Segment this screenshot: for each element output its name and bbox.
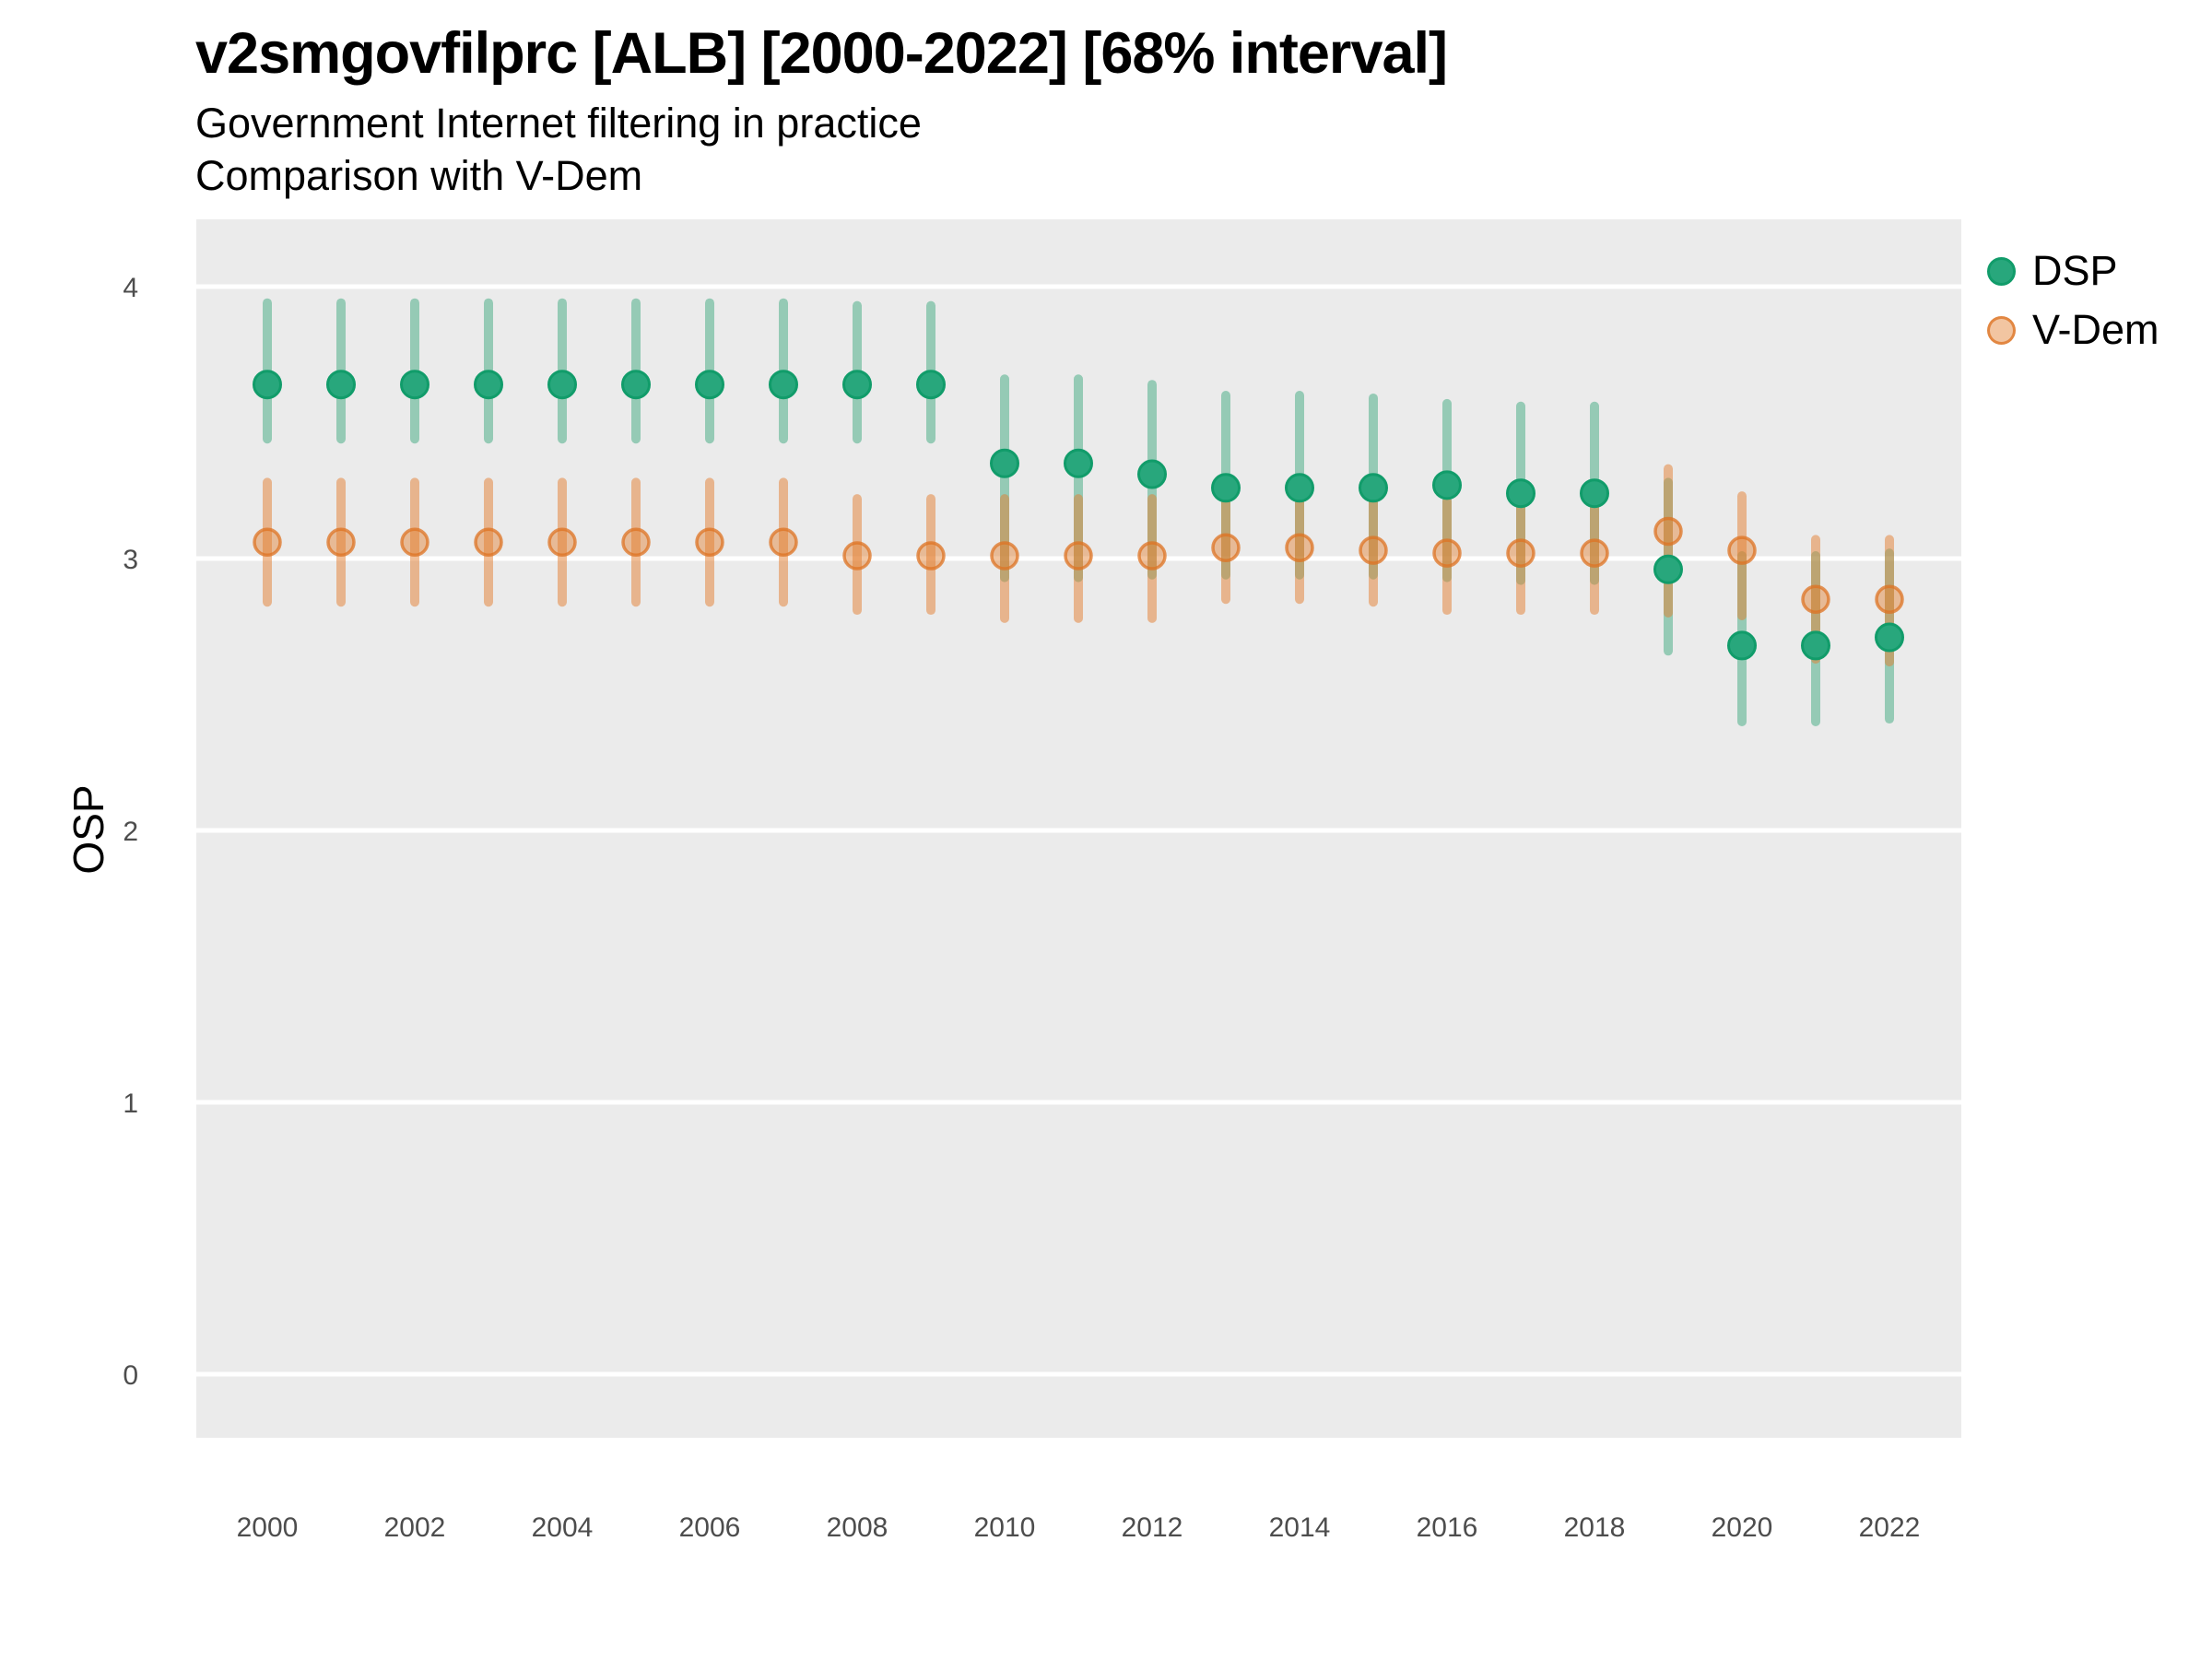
dsp-point-2003	[474, 370, 503, 400]
vdem-point-2001	[326, 527, 356, 558]
vdem-point-2021	[1801, 584, 1830, 614]
y-tick-label-0: 0	[123, 1360, 138, 1391]
x-tick-label-2016: 2016	[1417, 1512, 1478, 1543]
vdem-point-2017	[1506, 538, 1535, 568]
dsp-point-2011	[1064, 448, 1093, 478]
x-tick-label-2012: 2012	[1122, 1512, 1183, 1543]
vdem-point-2000	[253, 527, 282, 558]
vdem-point-2014	[1285, 533, 1314, 562]
x-tick-label-2000: 2000	[237, 1512, 299, 1543]
dsp-point-2014	[1285, 473, 1314, 503]
dsp-point-2013	[1211, 473, 1241, 503]
dsp-point-2016	[1432, 470, 1462, 500]
x-tick-label-2022: 2022	[1859, 1512, 1921, 1543]
vdem-point-2005	[621, 527, 651, 558]
x-tick-label-2002: 2002	[384, 1512, 446, 1543]
legend-item-vdem: V-Dem	[1987, 304, 2159, 356]
vdem-point-2007	[769, 527, 798, 558]
dsp-point-2021	[1801, 630, 1830, 661]
x-tick-label-2018: 2018	[1564, 1512, 1626, 1543]
legend-label-dsp: DSP	[2032, 247, 2118, 294]
legend: DSP V-Dem	[1987, 245, 2159, 356]
x-tick-label-2010: 2010	[974, 1512, 1036, 1543]
y-tick-label-4: 4	[123, 273, 138, 303]
vdem-point-2003	[474, 527, 503, 558]
vdem-point-2018	[1580, 538, 1609, 568]
x-tick-label-2020: 2020	[1712, 1512, 1773, 1543]
dsp-point-2001	[326, 370, 356, 400]
vdem-point-icon	[1987, 315, 2016, 345]
dsp-point-2019	[1653, 554, 1683, 584]
legend-item-dsp: DSP	[1987, 245, 2159, 297]
vdem-point-2020	[1727, 535, 1757, 565]
dsp-point-2017	[1506, 478, 1535, 509]
dsp-point-2020	[1727, 630, 1757, 661]
legend-label-vdem: V-Dem	[2032, 306, 2159, 353]
vdem-point-2011	[1064, 541, 1093, 571]
vdem-point-2004	[547, 527, 577, 558]
x-tick-label-2008: 2008	[827, 1512, 888, 1543]
vdem-point-2002	[400, 527, 429, 558]
y-tick-label-1: 1	[123, 1088, 138, 1119]
y-tick-label-3: 3	[123, 545, 138, 575]
vdem-point-2016	[1432, 538, 1462, 568]
vdem-point-2008	[842, 541, 872, 571]
chart-title: v2smgovfilprc [ALB] [2000-2022] [68% int…	[195, 21, 1448, 86]
x-tick-label-2006: 2006	[679, 1512, 741, 1543]
dsp-point-2015	[1359, 473, 1388, 503]
dsp-point-2002	[400, 370, 429, 400]
vdem-point-2006	[695, 527, 724, 558]
vdem-point-2012	[1137, 541, 1167, 571]
dsp-point-2018	[1580, 478, 1609, 509]
dsp-point-2000	[253, 370, 282, 400]
vdem-point-2010	[990, 541, 1019, 571]
y-tick-label-2: 2	[123, 817, 138, 847]
vdem-point-2013	[1211, 533, 1241, 562]
dsp-point-2004	[547, 370, 577, 400]
dsp-point-2006	[695, 370, 724, 400]
chart-subtitle-comparison: Comparison with V-Dem	[195, 152, 643, 199]
x-tick-label-2014: 2014	[1269, 1512, 1331, 1543]
vdem-point-2019	[1653, 516, 1683, 547]
vdem-point-2009	[916, 541, 946, 571]
vdem-point-2015	[1359, 535, 1388, 565]
dsp-point-2005	[621, 370, 651, 400]
dsp-point-2022	[1875, 622, 1904, 653]
x-tick-label-2004: 2004	[532, 1512, 594, 1543]
dsp-point-2012	[1137, 459, 1167, 489]
chart-subtitle: Government Internet filtering in practic…	[195, 100, 922, 147]
dsp-point-icon	[1987, 256, 2016, 286]
dsp-point-2010	[990, 448, 1019, 478]
vdem-point-2022	[1875, 584, 1904, 614]
dsp-point-2008	[842, 370, 872, 400]
dsp-point-2009	[916, 370, 946, 400]
dsp-point-2007	[769, 370, 798, 400]
